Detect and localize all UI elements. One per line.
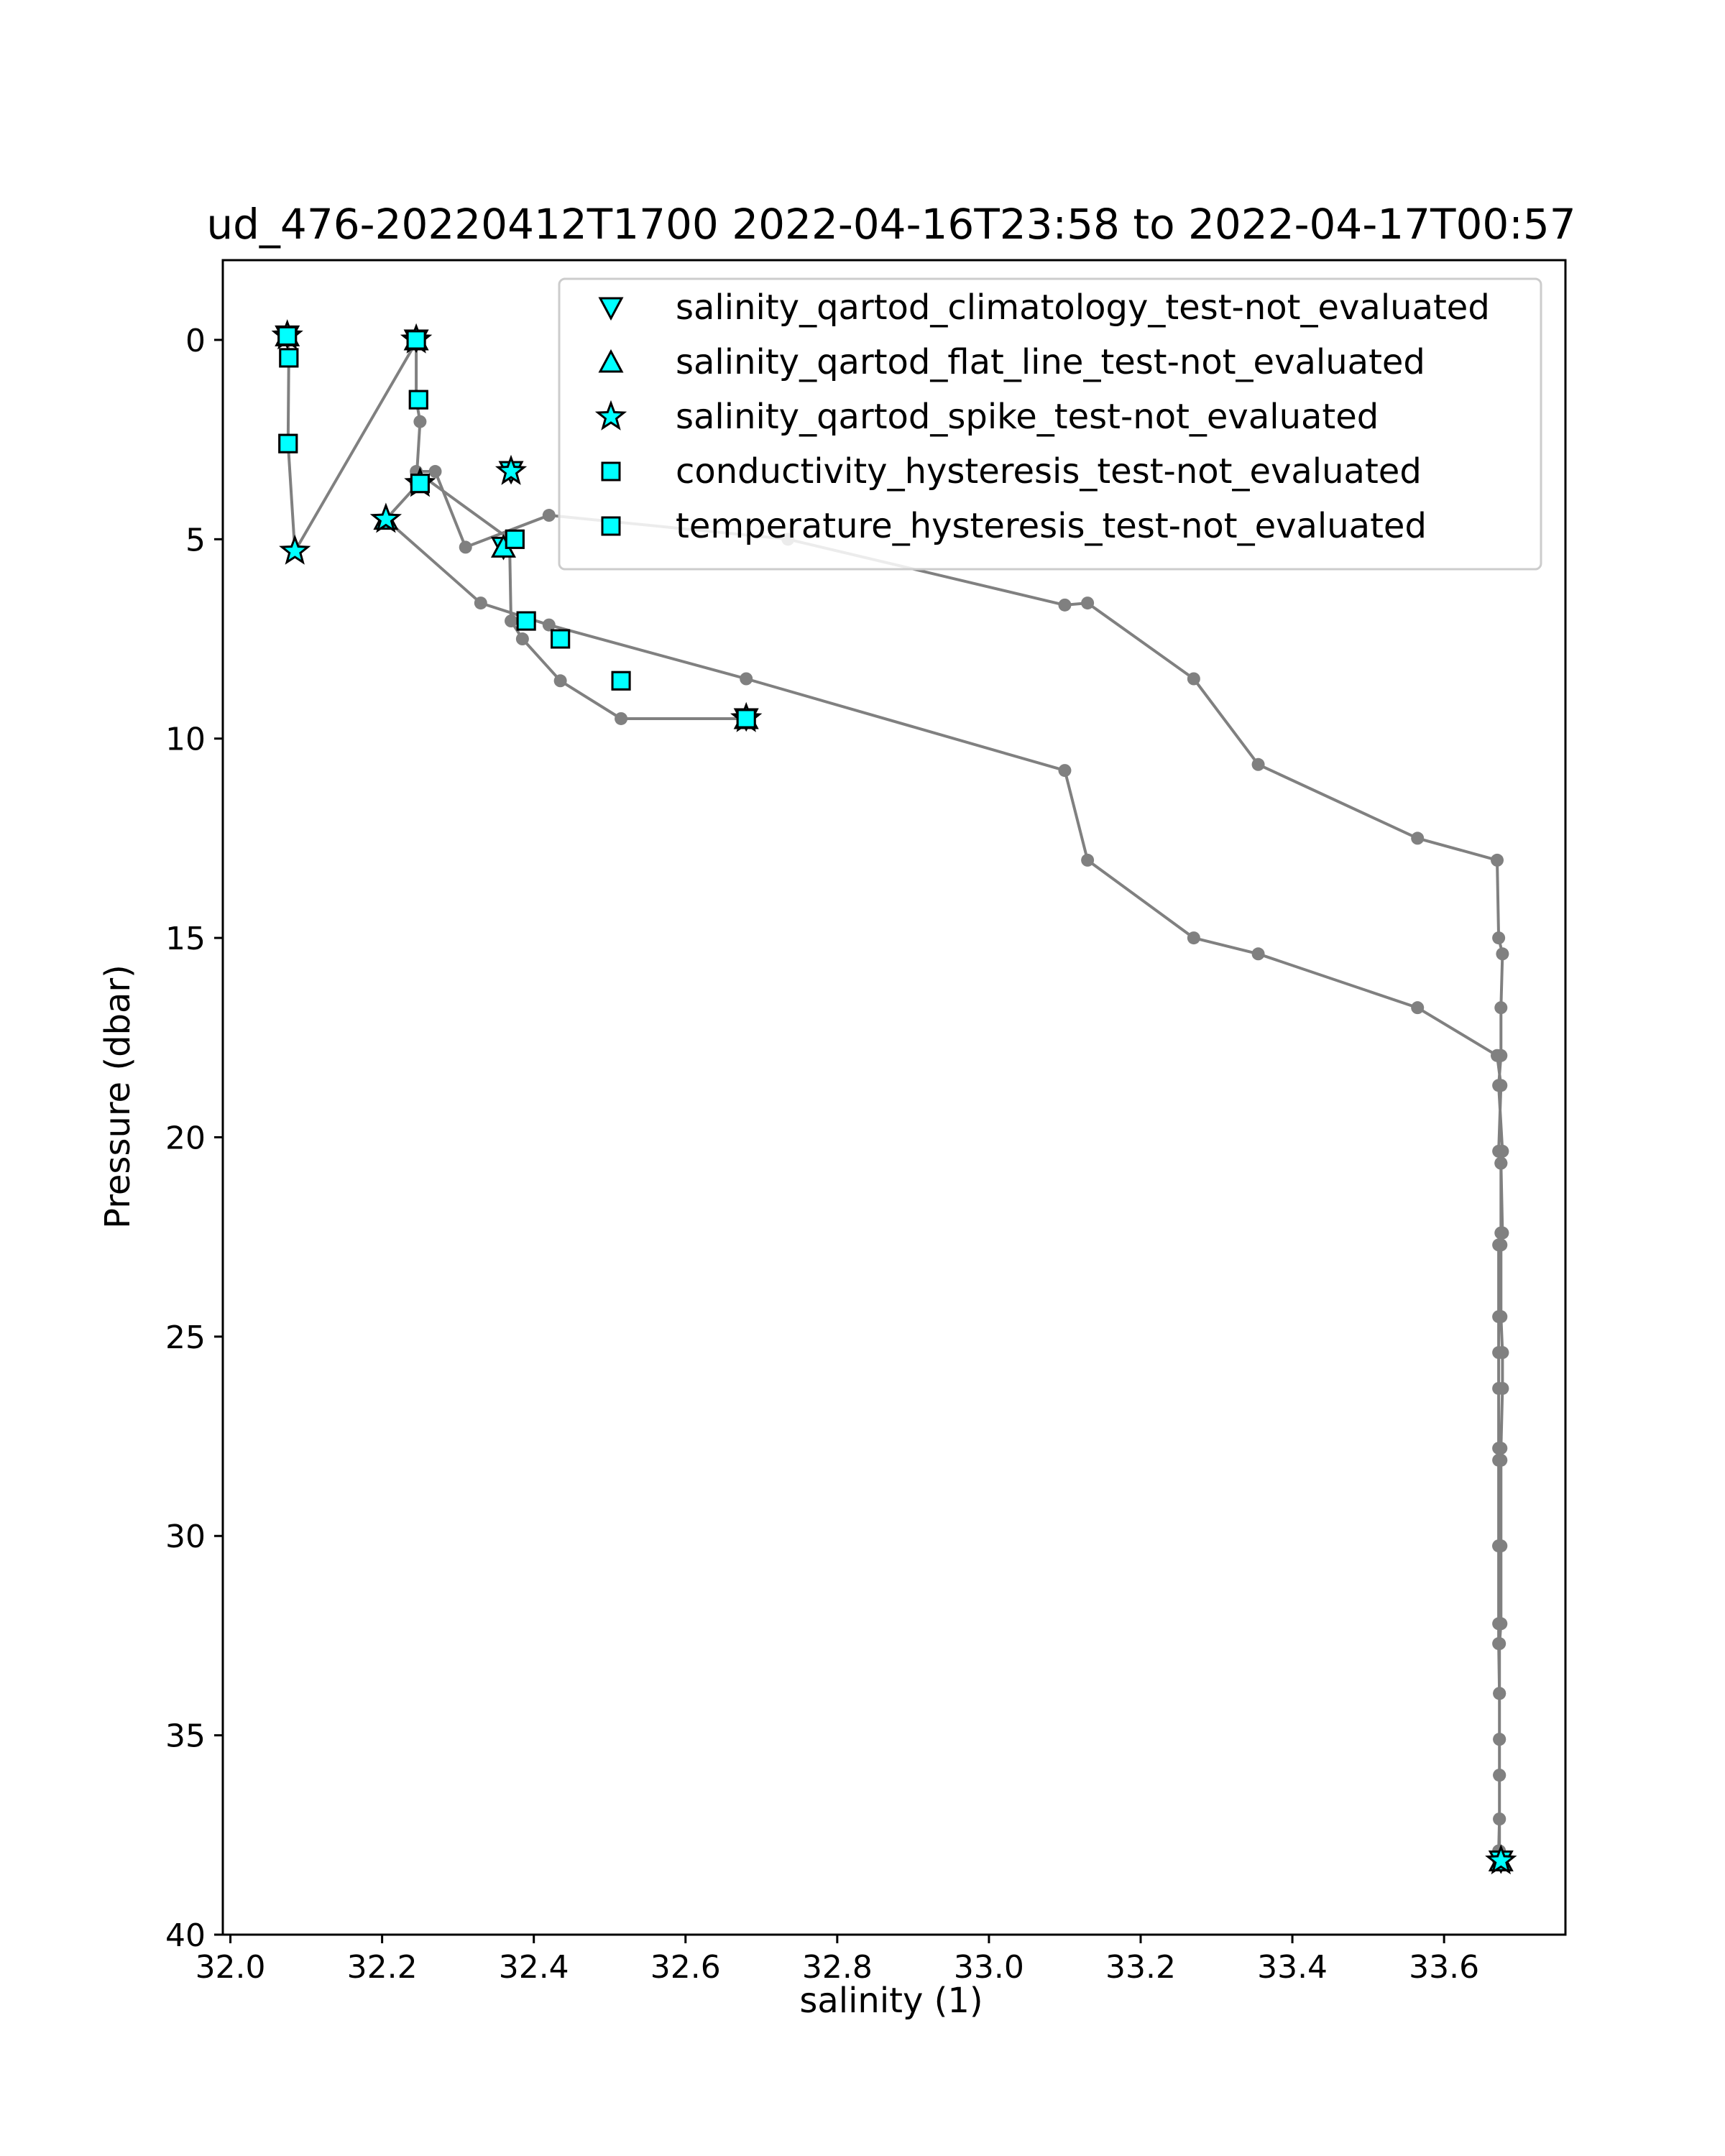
x-axis-label: salinity (1) — [799, 1981, 983, 2021]
y-tick-label: 0 — [185, 323, 206, 359]
flag-marker-star — [279, 534, 311, 565]
profile-point — [1493, 1812, 1506, 1826]
profile-point — [1493, 1687, 1506, 1700]
profile-point — [1494, 1617, 1508, 1631]
flag-marker-square — [277, 326, 298, 346]
profile-point — [542, 509, 556, 522]
y-tick-label: 40 — [165, 1917, 206, 1954]
profile-point — [515, 632, 529, 646]
profile-point — [1496, 1346, 1509, 1360]
legend-label: salinity_qartod_flat_line_test-not_evalu… — [676, 342, 1425, 382]
flag-marker-star — [369, 502, 402, 533]
profile-point — [1496, 947, 1509, 961]
profile-point — [1491, 853, 1504, 867]
profile-point — [1187, 931, 1200, 945]
profile-point — [459, 540, 472, 554]
flag-marker-square — [611, 671, 631, 691]
profile-point — [1411, 1001, 1425, 1015]
profile-point — [1251, 757, 1265, 771]
profile-point — [1493, 1733, 1506, 1746]
x-tick-label: 32.0 — [196, 1949, 266, 1986]
flag-marker-star — [494, 454, 528, 485]
y-tick-label: 10 — [165, 722, 206, 758]
profile-point — [505, 614, 518, 628]
legend-marker-square — [601, 461, 621, 482]
legend-label: salinity_qartod_spike_test-not_evaluated — [676, 397, 1379, 437]
legend: salinity_qartod_climatology_test-not_eva… — [558, 277, 1542, 571]
profile-point — [1496, 1226, 1509, 1240]
flag-marker-square — [516, 611, 536, 631]
y-tick-label: 25 — [165, 1319, 206, 1356]
profile-point — [1494, 1442, 1508, 1455]
legend-label: salinity_qartod_climatology_test-not_eva… — [676, 287, 1490, 328]
flag-marker-star — [1485, 1844, 1517, 1875]
legend-marker-star — [594, 400, 627, 430]
flag-marker-square — [736, 709, 756, 729]
legend-marker-square — [601, 516, 621, 536]
profile-point — [1494, 1049, 1508, 1062]
flag-marker-square — [410, 474, 430, 494]
x-tick-label: 33.6 — [1409, 1949, 1479, 1986]
profile-point — [413, 415, 427, 428]
flag-marker-square — [551, 629, 571, 649]
y-tick-label: 35 — [165, 1718, 206, 1755]
profile-point — [474, 596, 487, 610]
profile-point — [553, 674, 567, 688]
profile-point — [1251, 947, 1265, 961]
y-tick-label: 20 — [165, 1120, 206, 1156]
x-tick-label: 33.4 — [1257, 1949, 1328, 1986]
flag-marker-square — [279, 348, 299, 368]
profile-point — [1081, 853, 1095, 867]
profile-point — [615, 711, 628, 725]
profile-point — [1493, 1769, 1506, 1782]
legend-frame — [558, 277, 1542, 571]
x-tick-label: 32.4 — [499, 1949, 569, 1986]
x-tick-label: 33.0 — [954, 1949, 1024, 1986]
y-tick-label: 5 — [185, 522, 206, 558]
profile-point — [1494, 1001, 1508, 1015]
profile-point — [1058, 598, 1072, 612]
flag-marker-square — [408, 390, 428, 410]
profile-point — [1494, 1310, 1508, 1324]
profile-point — [1496, 1144, 1509, 1158]
profile-point — [1496, 1381, 1509, 1395]
profile-point — [1492, 931, 1506, 945]
legend-label: temperature_hysteresis_test-not_evaluate… — [676, 506, 1427, 546]
profile-point — [1494, 1539, 1508, 1553]
x-tick-label: 32.6 — [650, 1949, 721, 1986]
profile-point — [1411, 831, 1425, 845]
profile-point — [1494, 1156, 1508, 1170]
y-tick-label: 30 — [165, 1519, 206, 1555]
profile-point — [428, 465, 442, 479]
flag-marker-square — [505, 529, 525, 549]
x-tick-label: 32.8 — [802, 1949, 873, 1986]
plot-area — [271, 319, 1517, 1875]
y-tick-label: 15 — [165, 921, 206, 957]
flag-marker-square — [278, 433, 298, 453]
profile-point — [1494, 1453, 1508, 1467]
legend-label: conductivity_hysteresis_test-not_evaluat… — [676, 451, 1422, 492]
profile-point — [1492, 1079, 1506, 1092]
profile-point — [740, 672, 753, 686]
x-tick-label: 33.2 — [1105, 1949, 1176, 1986]
axes-frame — [221, 259, 1567, 1936]
profile-point — [1187, 672, 1200, 686]
profile-point — [1081, 596, 1095, 610]
profile-point — [1494, 1238, 1508, 1252]
legend-marker-triangle-up — [598, 349, 624, 373]
y-axis-label: Pressure (dbar) — [98, 964, 138, 1229]
profile-point — [1493, 1637, 1506, 1651]
profile-point — [1058, 764, 1072, 778]
legend-marker-triangle-down — [598, 297, 624, 321]
axes: 32.0 32.2 32.4 32.6 32.8 33.0 33.2 33.4 33.6 0 5 10… — [165, 259, 1567, 1986]
chart-title: ud_476-20220412T1700 2022-04-16T23:58 to… — [206, 200, 1576, 249]
x-tick-label: 32.2 — [347, 1949, 418, 1986]
flag-marker-square — [406, 330, 426, 350]
profile-point — [542, 618, 556, 632]
